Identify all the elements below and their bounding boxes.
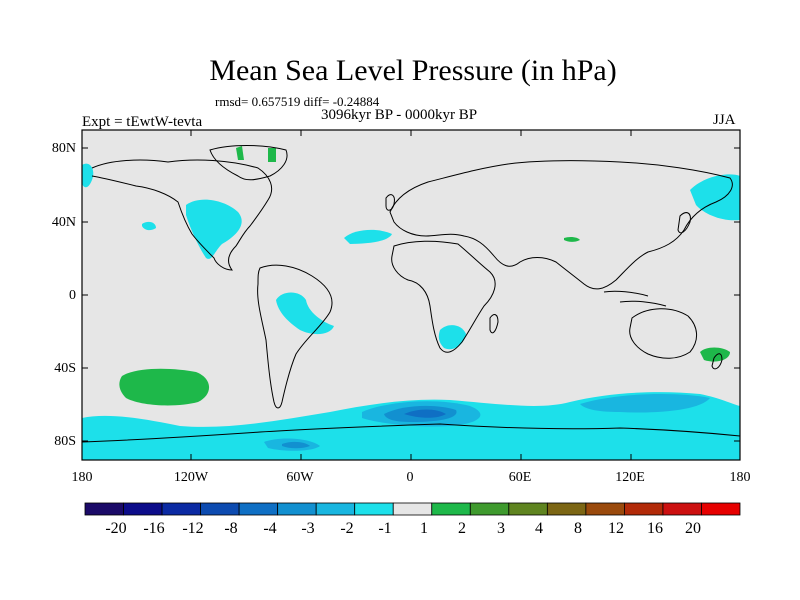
- anomaly-patch: [276, 292, 334, 335]
- lat-label-80s: 80S: [54, 434, 76, 449]
- colorbar-swatch: [315, 502, 356, 516]
- period-line: 3096kyr BP - 0000kyr BP: [321, 107, 478, 123]
- colorbar-label: 8: [574, 520, 582, 537]
- coastline-north-america: [91, 159, 273, 271]
- anomaly-patch: [119, 368, 210, 406]
- colorbar-label: -1: [378, 520, 392, 537]
- anomaly-patch: [82, 163, 94, 188]
- colorbar-swatch: [200, 502, 240, 516]
- colorbar-swatch: [585, 502, 625, 516]
- coastline-eurasia: [389, 160, 733, 290]
- coastline-indonesia: [603, 290, 667, 307]
- colorbar-label: -3: [301, 520, 315, 537]
- anomaly-patch: [404, 409, 446, 418]
- colorbar-label: 2: [458, 520, 466, 537]
- colorbar-swatch: [431, 502, 471, 516]
- lon-label-180w: 180: [71, 470, 93, 485]
- anomaly-patch: [142, 221, 156, 231]
- lon-label-120w: 120W: [173, 470, 209, 485]
- anomaly-patch: [282, 441, 310, 449]
- colorbar-swatch: [84, 502, 124, 516]
- colorbar-swatch: [392, 502, 433, 516]
- colorbar-swatch: [469, 502, 510, 516]
- colorbar-label: -12: [182, 520, 204, 537]
- colorbar-label: -16: [143, 520, 165, 537]
- lon-label-60w: 60W: [286, 470, 314, 485]
- colorbar-swatch: [624, 502, 664, 516]
- lat-label-80n: 80N: [51, 141, 76, 156]
- experiment-line: Expt = tEwtW-tevta: [82, 114, 203, 130]
- colorbar-label: 12: [608, 520, 624, 537]
- coastline-africa: [391, 240, 496, 353]
- colorbar-swatch: [701, 502, 741, 516]
- lon-label-0: 0: [406, 470, 414, 485]
- colorbar-label: -2: [340, 520, 354, 537]
- colorbar-swatch: [662, 502, 702, 516]
- coastline-south-america: [257, 264, 333, 409]
- anomaly-patch: [564, 236, 580, 242]
- colorbar-swatch: [277, 502, 317, 516]
- anomaly-patch: [344, 229, 392, 244]
- coastline-greenland: [209, 145, 288, 181]
- axis-ticks: [81, 130, 741, 460]
- colorbar-label: -4: [263, 520, 277, 537]
- anomaly-patch: [268, 148, 276, 162]
- lat-label-40n: 40N: [51, 215, 76, 230]
- colorbar-label: 1: [420, 520, 428, 537]
- anomaly-patch: [438, 325, 466, 350]
- colorbar-label: 20: [685, 520, 701, 537]
- lat-label-0: 0: [69, 288, 76, 303]
- anomaly-fields: [82, 146, 740, 460]
- stats-line: rmsd= 0.657519 diff= -0.24884: [215, 94, 380, 109]
- coastline-new-zealand: [711, 353, 723, 370]
- colorbar: [84, 502, 741, 516]
- colorbar-swatch: [508, 502, 548, 516]
- coastlines: [81, 145, 741, 443]
- anomaly-patch: [236, 146, 244, 160]
- colorbar-label: -20: [105, 520, 127, 537]
- colorbar-swatch: [161, 502, 201, 516]
- colorbar-swatch: [546, 502, 587, 516]
- colorbar-swatch: [354, 502, 394, 516]
- anomaly-patch: [580, 394, 710, 413]
- lon-label-180e: 180: [729, 470, 751, 485]
- colorbar-label: -8: [224, 520, 238, 537]
- lat-label-40s: 40S: [54, 361, 76, 376]
- colorbar-swatch: [238, 502, 279, 516]
- map-title: Mean Sea Level Pressure (in hPa): [209, 54, 617, 87]
- season-label: JJA: [713, 112, 736, 128]
- coastline-antarctica: [81, 423, 741, 443]
- colorbar-label: 4: [535, 520, 543, 537]
- lon-label-60e: 60E: [508, 470, 532, 485]
- coastline-madagascar: [489, 314, 499, 334]
- anomaly-patch: [82, 392, 740, 460]
- lon-label-120e: 120E: [615, 470, 645, 485]
- colorbar-label: 3: [497, 520, 505, 537]
- colorbar-label: 16: [647, 520, 663, 537]
- anomaly-patch: [700, 347, 730, 362]
- coastline-australia: [629, 308, 697, 359]
- coastline-uk: [385, 194, 395, 211]
- colorbar-swatch: [123, 502, 163, 516]
- coastline-japan: [677, 212, 691, 234]
